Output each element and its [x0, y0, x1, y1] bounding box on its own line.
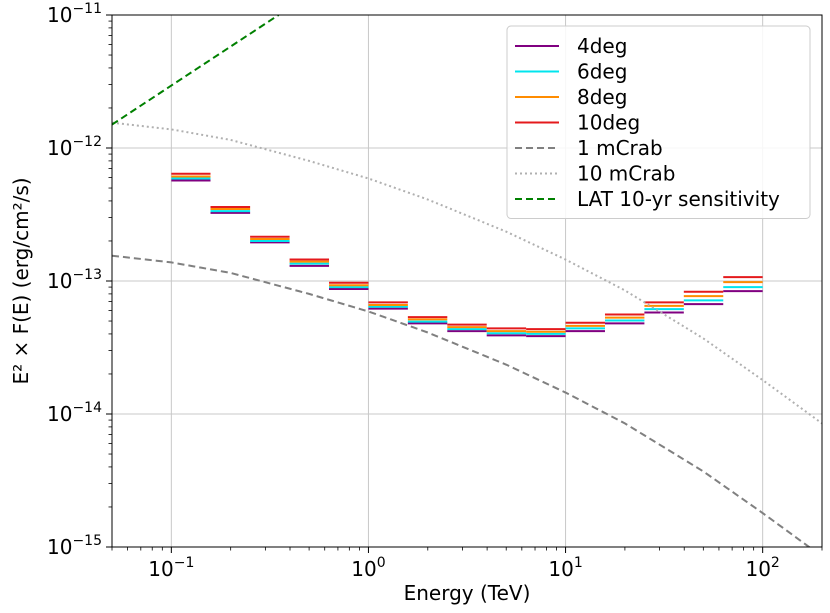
y-tick-label: 10−11	[47, 1, 102, 27]
x-tick-label: 100	[351, 555, 385, 581]
y-tick-label: 10−13	[47, 267, 102, 293]
series-1-mcrab-line	[112, 254, 811, 547]
x-tick-label: 10−1	[148, 555, 194, 581]
y-tick-label: 10−15	[47, 533, 102, 559]
x-axis-label: Energy (TeV)	[404, 581, 531, 605]
y-tick-label: 10−12	[47, 134, 102, 160]
series-lat-10-yr-sensitivity-line	[112, 15, 280, 126]
series-group	[112, 15, 822, 547]
legend-box	[506, 25, 811, 219]
legend-label-1-mcrab: 1 mCrab	[577, 136, 663, 160]
y-axis-label: E² × F(E) (erg/cm²/s)	[9, 177, 33, 384]
legend-label-4deg: 4deg	[577, 34, 627, 58]
legend-label-10-mcrab: 10 mCrab	[577, 162, 675, 186]
y-axis: 10−15 10−14 10−13 10−12 10−11	[47, 1, 112, 559]
legend-label-lat-10-yr-sensitivity: LAT 10-yr sensitivity	[577, 187, 780, 211]
legend-label-10deg: 10deg	[577, 111, 640, 135]
y-tick-label: 10−14	[47, 400, 102, 426]
x-tick-label: 102	[745, 555, 779, 581]
legend-label-6deg: 6deg	[577, 60, 627, 84]
x-tick-label: 101	[548, 555, 582, 581]
legend-label-8deg: 8deg	[577, 85, 627, 109]
x-axis: 10−1 100 101 102	[111, 547, 823, 581]
